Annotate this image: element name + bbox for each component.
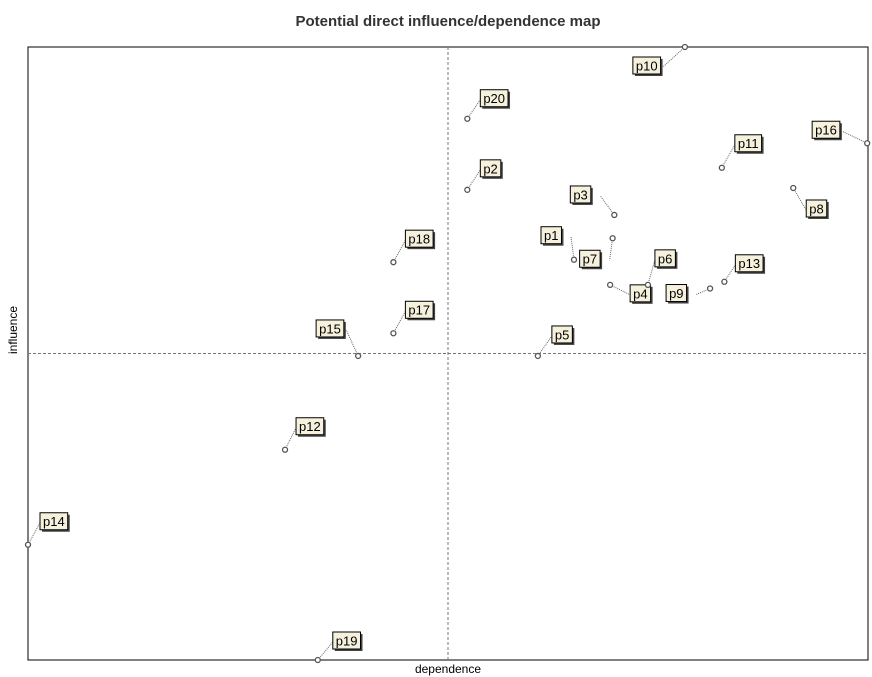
label-leader (610, 238, 613, 260)
label-leader (467, 100, 480, 119)
label-leader (393, 311, 405, 333)
label-leader (538, 336, 552, 356)
label-leader (28, 523, 40, 545)
point (465, 116, 470, 121)
point (865, 141, 870, 146)
point-label: p16 (815, 123, 837, 138)
point-label: p7 (583, 252, 597, 267)
point (26, 542, 31, 547)
label-leader (648, 260, 655, 285)
point (791, 185, 796, 190)
point-label: p20 (483, 91, 505, 106)
point-label: p10 (636, 58, 658, 73)
point (608, 282, 613, 287)
point-label: p6 (658, 251, 672, 266)
label-leader (610, 285, 630, 295)
point (610, 236, 615, 241)
point (612, 212, 617, 217)
label-leader (600, 196, 614, 215)
label-leader (722, 145, 735, 168)
point-label: p12 (299, 419, 321, 434)
point-label: p14 (43, 514, 65, 529)
x-axis-label: dependence (415, 662, 481, 676)
point (315, 658, 320, 663)
label-leader (663, 47, 685, 67)
point (645, 282, 650, 287)
label-leader (346, 330, 358, 356)
label-leader (842, 131, 867, 143)
point (391, 331, 396, 336)
point-label: p17 (408, 303, 430, 318)
point (535, 353, 540, 358)
point (719, 165, 724, 170)
label-leader (467, 170, 480, 190)
point (722, 279, 727, 284)
point (572, 257, 577, 262)
point-label: p1 (544, 228, 558, 243)
point-label: p11 (738, 136, 759, 151)
point (708, 286, 713, 291)
point-label: p18 (408, 232, 430, 247)
label-leader (285, 428, 296, 450)
point-label: p15 (319, 321, 341, 336)
label-leader (793, 188, 806, 210)
label-leader (318, 642, 333, 660)
point-label: p3 (573, 187, 587, 202)
point-label: p5 (555, 327, 569, 342)
point (391, 260, 396, 265)
point-label: p2 (483, 161, 497, 176)
point (283, 447, 288, 452)
point-label: p9 (669, 286, 683, 301)
point-label: p13 (738, 256, 760, 271)
chart: Potential direct influence/dependence ma… (0, 0, 872, 677)
point-label: p8 (809, 201, 823, 216)
point (465, 187, 470, 192)
point-label: p4 (633, 286, 647, 301)
label-leader (393, 240, 405, 262)
point (356, 353, 361, 358)
point (682, 45, 687, 50)
label-leader (571, 237, 574, 260)
y-axis-label: influence (6, 306, 20, 354)
chart-title: Potential direct influence/dependence ma… (295, 13, 600, 30)
point-label: p19 (336, 633, 358, 648)
